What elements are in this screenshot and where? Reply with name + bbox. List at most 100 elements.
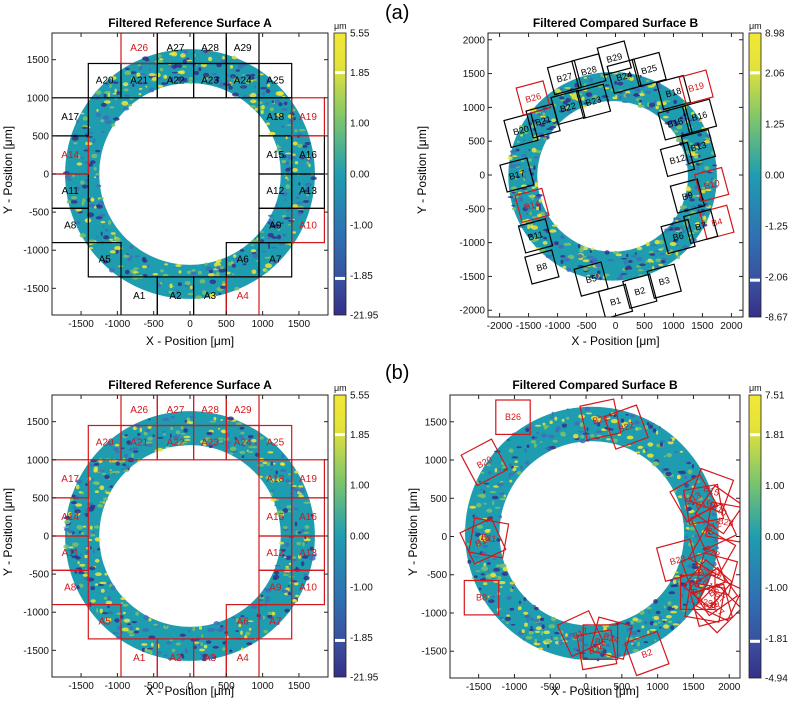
box-outline xyxy=(459,517,507,565)
correlation-box xyxy=(225,395,260,427)
box-label: A5 xyxy=(99,617,112,628)
colorbar-tick-label: 1.00 xyxy=(350,481,370,492)
correlation-box: B2 xyxy=(624,630,670,677)
correlation-box: B6 xyxy=(660,218,696,255)
box-outline xyxy=(705,501,740,543)
y-tick-label: 1500 xyxy=(27,417,50,428)
x-tick-label: -1500 xyxy=(466,682,492,693)
box-label: A3 xyxy=(204,653,217,664)
box-label: A7 xyxy=(269,255,282,266)
colorbar-marker xyxy=(750,433,760,437)
x-tick-label: 2000 xyxy=(720,321,743,332)
x-tick-label: 1000 xyxy=(252,319,275,330)
correlation-box: B28 xyxy=(705,501,740,543)
box-label: A1 xyxy=(133,653,146,664)
box-outline xyxy=(546,59,583,96)
box-outline xyxy=(573,261,609,297)
surface-ring xyxy=(63,49,317,300)
box-label: A14 xyxy=(61,512,79,523)
box-label: A26 xyxy=(130,43,148,54)
correlation-box: B3 xyxy=(646,263,682,299)
box-label: B19 xyxy=(702,598,720,612)
box-label: A23 xyxy=(201,76,219,87)
box-label: A26 xyxy=(130,405,148,416)
surface-texture xyxy=(464,406,719,662)
box-label: A15 xyxy=(266,512,284,523)
x-tick-label: -1000 xyxy=(105,681,131,692)
x-tick-label: 1000 xyxy=(662,321,685,332)
box-outline xyxy=(660,218,696,255)
box-label: A11 xyxy=(62,186,79,197)
y-tick-label: 1000 xyxy=(27,93,50,104)
box-label: B23 xyxy=(584,94,602,108)
colorbar-tick-label: -1.81 xyxy=(765,634,788,645)
box-label: A18 xyxy=(266,474,284,485)
y-tick-label: -1000 xyxy=(459,238,485,249)
box-outline xyxy=(624,630,670,677)
box-label: B27 xyxy=(555,71,573,85)
box-label: B17 xyxy=(508,168,526,182)
y-tick-label: 1500 xyxy=(27,55,50,66)
colorbar-marker xyxy=(750,639,760,643)
x-tick-label: 1500 xyxy=(288,681,311,692)
box-label: B21 xyxy=(534,114,552,128)
colorbar-tick-label: -1.00 xyxy=(350,220,373,231)
box-label: A16 xyxy=(299,150,317,161)
box-label: A24 xyxy=(234,438,252,449)
box-label: A1 xyxy=(133,291,146,302)
box-label: B25 xyxy=(640,63,658,77)
correlation-box: B8 xyxy=(463,579,500,616)
colorbar-tick-label: 1.85 xyxy=(350,68,370,79)
box-outline xyxy=(468,517,510,559)
colorbar-tick-label: 1.00 xyxy=(350,119,370,130)
box-label: B14 xyxy=(523,198,541,212)
box-outline xyxy=(603,404,649,450)
colorbar-tick-label: 0.00 xyxy=(765,532,785,543)
colorbar-tick-label: -8.67 xyxy=(765,313,788,324)
correlation-box xyxy=(258,424,293,461)
box-label: A10 xyxy=(299,582,317,593)
box-label: A28 xyxy=(201,405,219,416)
box-label: B16 xyxy=(690,109,708,123)
box-outline xyxy=(646,263,682,299)
y-tick-label: -1000 xyxy=(23,246,49,257)
colorbar-tick-label: -1.00 xyxy=(350,582,373,593)
colorbar-tick-label: 5.55 xyxy=(350,29,370,40)
x-tick-label: 1000 xyxy=(252,681,275,692)
box-label: A4 xyxy=(237,291,250,302)
box-label: A13 xyxy=(299,186,317,197)
colorbar-unit: μm xyxy=(749,21,762,31)
y-tick-label: -500 xyxy=(29,208,49,219)
colorbar-tick-label: -21.95 xyxy=(350,673,379,684)
box-label: B29 xyxy=(605,51,623,65)
colorbar-tick-label: -4.94 xyxy=(765,674,788,685)
box-label: B26 xyxy=(524,91,542,105)
box-label: A17 xyxy=(61,112,79,123)
box-label: B6 xyxy=(595,637,606,647)
colorbar-tick-label: 0.00 xyxy=(765,171,785,182)
box-outline xyxy=(688,467,735,514)
y-tick-label: -1500 xyxy=(23,284,49,295)
correlation-box xyxy=(87,242,122,278)
x-tick-label: 500 xyxy=(614,682,631,693)
x-tick-label: 1500 xyxy=(682,682,705,693)
box-outline xyxy=(517,218,554,254)
correlation-box: B23 xyxy=(575,83,612,120)
x-tick-label: -500 xyxy=(144,681,164,692)
box-label: A29 xyxy=(234,43,252,54)
y-tick-label: 2000 xyxy=(463,35,486,46)
x-tick-label: -1500 xyxy=(68,319,94,330)
correlation-box: B26 xyxy=(495,399,531,436)
box-label: B11 xyxy=(480,532,497,545)
correlation-box: B11 xyxy=(517,218,554,254)
x-tick-label: -500 xyxy=(577,321,597,332)
box-label: A9 xyxy=(269,582,282,593)
box-outline xyxy=(606,58,642,95)
correlation-box xyxy=(291,97,326,137)
box-label: B2 xyxy=(633,285,646,298)
box-label: A10 xyxy=(299,220,317,231)
y-tick-label: 500 xyxy=(468,137,485,148)
x-tick-label: 500 xyxy=(218,319,235,330)
colorbar-tick-label: -1.85 xyxy=(350,633,373,644)
x-tick-label: 1500 xyxy=(288,319,311,330)
